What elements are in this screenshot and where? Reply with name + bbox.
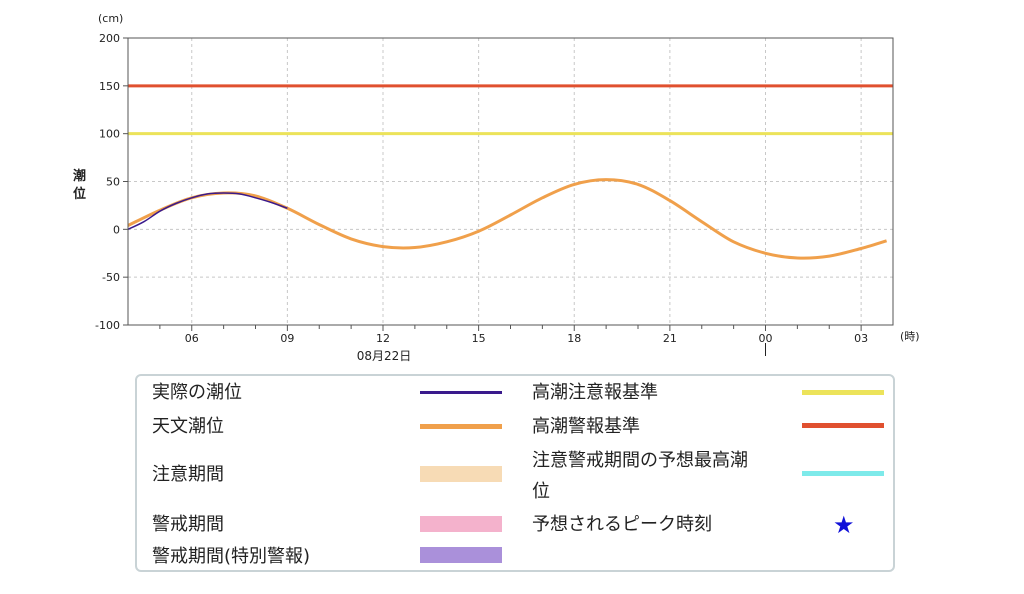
legend-advisory-standard-label: 高潮注意報基準 bbox=[532, 382, 658, 403]
x-ticks: 06 09 12 15 18 21 00 03 bbox=[159, 325, 868, 345]
y-tick-label: -50 bbox=[102, 271, 120, 284]
legend-astro-label: 天文潮位 bbox=[152, 416, 224, 437]
x-tick-label: 12 bbox=[376, 332, 390, 345]
date-label: 08月22日 bbox=[357, 349, 412, 363]
y-ticks: 200 150 100 50 0 -50 -100 bbox=[95, 32, 128, 332]
legend-actual-label: 実際の潮位 bbox=[152, 382, 242, 403]
x-tick-label: 15 bbox=[472, 332, 486, 345]
series-lines bbox=[127, 178, 888, 260]
y-tick-label: 0 bbox=[113, 223, 120, 236]
legend-forecast-max-label-line2: 位 bbox=[532, 481, 550, 502]
legend-astro-swatch bbox=[420, 424, 502, 429]
threshold-lines bbox=[128, 84, 893, 136]
legend-warning-period-label: 警戒期間 bbox=[152, 514, 224, 535]
y-tick-label: 150 bbox=[99, 80, 120, 93]
peak-star-icon: ★ bbox=[833, 511, 855, 539]
x-unit-label: (時) bbox=[900, 330, 920, 343]
actual-tide-line bbox=[127, 192, 288, 230]
chart-grid bbox=[128, 38, 893, 325]
y-tick-label: 200 bbox=[99, 32, 120, 45]
tide-chart: 200 150 100 50 0 -50 -100 06 09 12 15 18 21 00 03 (cm… bbox=[73, 12, 920, 363]
legend-forecast-max-label-line1: 注意警戒期間の予想最高潮 bbox=[532, 450, 748, 471]
legend: 実際の潮位 天文潮位 注意期間 警戒期間 警戒期間(特別警報) 高潮注意報基準 … bbox=[135, 374, 895, 572]
y-unit-label: (cm) bbox=[98, 12, 123, 25]
x-tick-label: 00 bbox=[759, 332, 773, 345]
x-tick-label: 18 bbox=[567, 332, 581, 345]
legend-special-warning-period-swatch bbox=[420, 547, 502, 563]
x-tick-label: 21 bbox=[663, 332, 677, 345]
legend-advisory-standard-swatch bbox=[802, 390, 884, 395]
legend-warning-standard-swatch bbox=[802, 423, 884, 428]
legend-warning-period-swatch bbox=[420, 516, 502, 532]
legend-caution-period-label: 注意期間 bbox=[152, 464, 224, 485]
y-tick-label: 50 bbox=[106, 176, 120, 189]
y-tick-label: -100 bbox=[95, 319, 120, 332]
legend-special-warning-period-label: 警戒期間(特別警報) bbox=[152, 546, 311, 567]
x-tick-label: 06 bbox=[185, 332, 199, 345]
x-tick-label: 09 bbox=[280, 332, 294, 345]
legend-caution-period-swatch bbox=[420, 466, 502, 482]
x-tick-label: 03 bbox=[854, 332, 868, 345]
legend-peak-time-label: 予想されるピーク時刻 bbox=[532, 514, 712, 535]
legend-actual-swatch bbox=[420, 391, 502, 394]
legend-forecast-max-swatch bbox=[802, 471, 884, 476]
y-axis-label-char-2: 位 bbox=[73, 186, 86, 202]
y-tick-label: 100 bbox=[99, 128, 120, 141]
legend-warning-standard-label: 高潮警報基準 bbox=[532, 416, 640, 437]
y-axis-label-char-1: 潮 bbox=[73, 168, 86, 184]
astronomical-tide-line bbox=[127, 178, 888, 260]
